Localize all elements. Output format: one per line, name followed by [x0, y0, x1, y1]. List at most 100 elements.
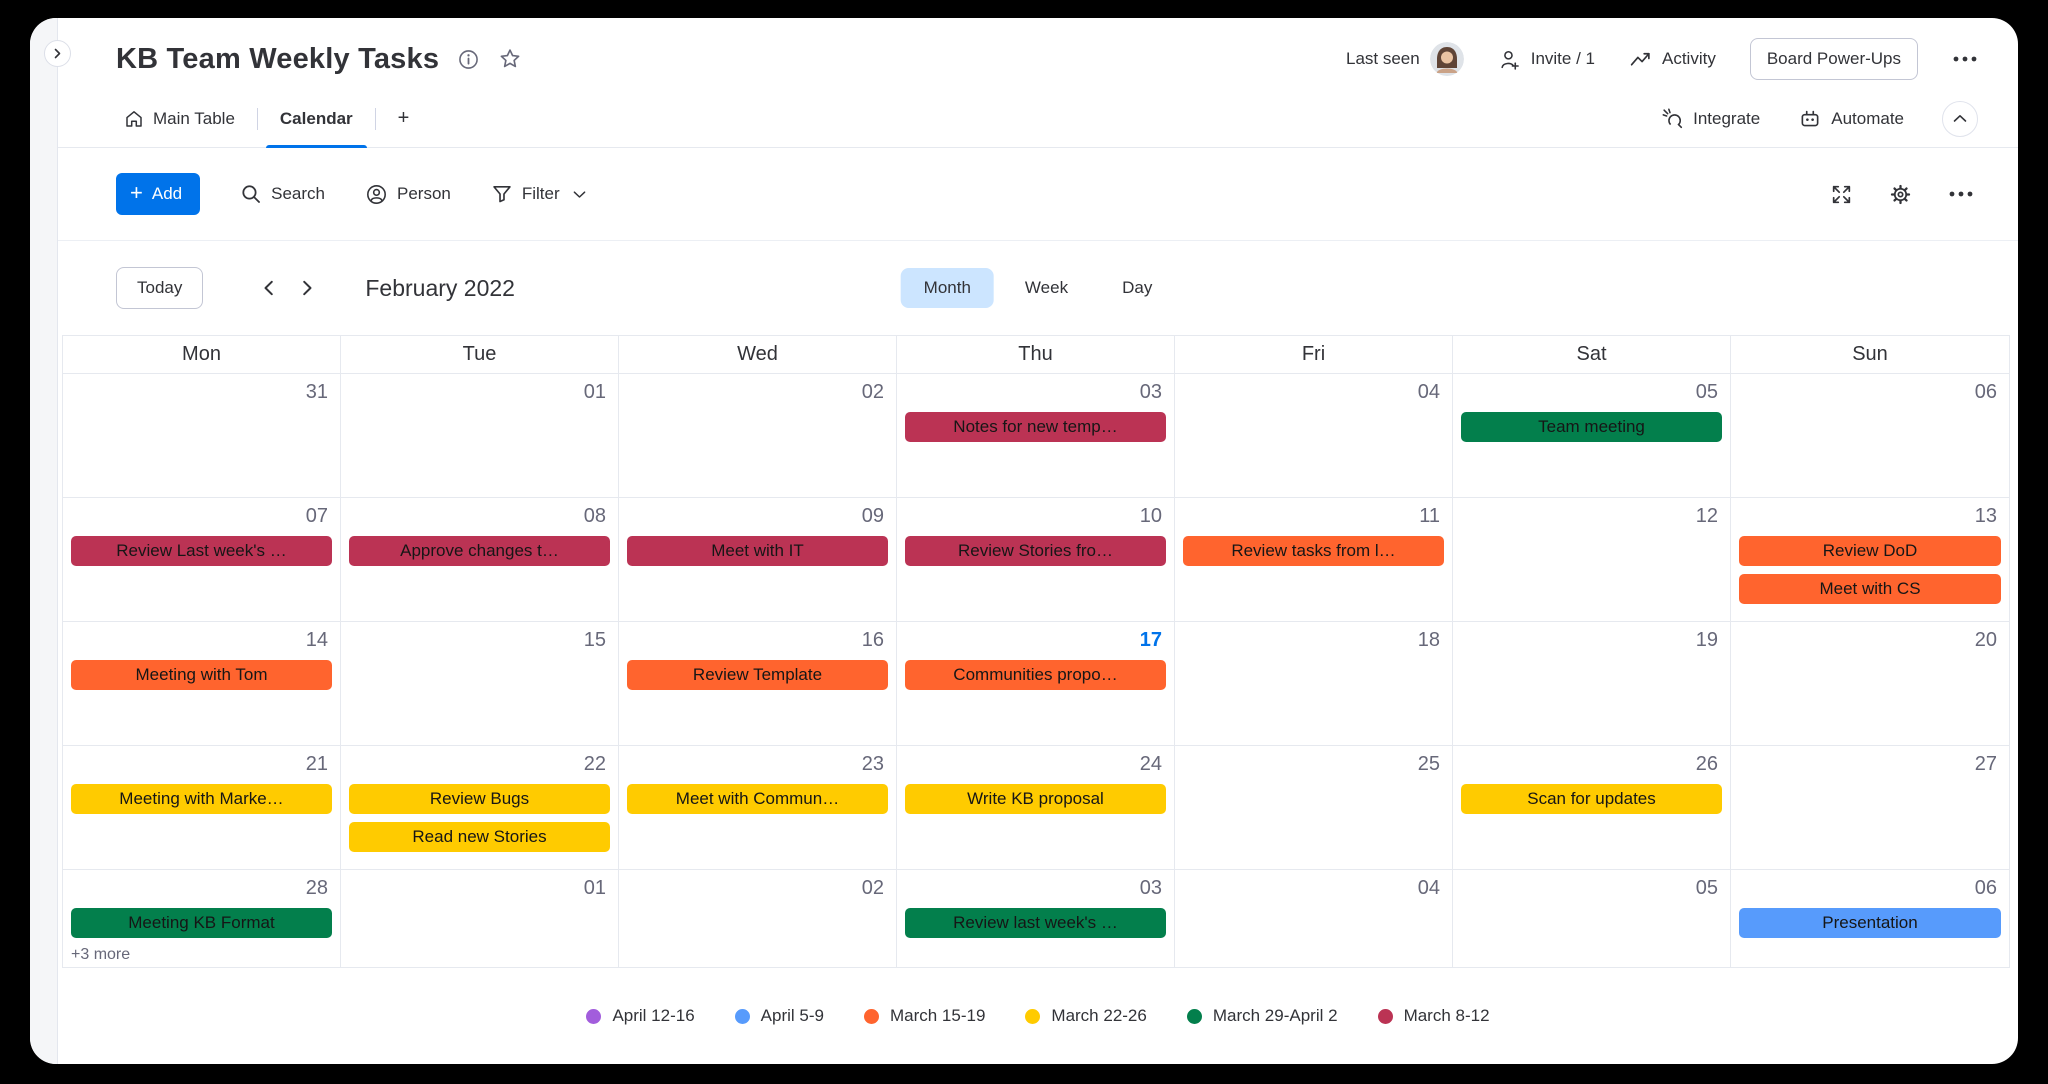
legend-color-dot	[1186, 1008, 1202, 1024]
calendar-day-cell: 02	[619, 374, 897, 497]
prev-month-button[interactable]	[263, 280, 274, 296]
calendar-event[interactable]: Review DoD	[1739, 536, 2001, 566]
legend-color-dot	[863, 1008, 879, 1024]
add-view-plus: +	[397, 107, 410, 129]
view-option-day[interactable]: Day	[1122, 278, 1153, 297]
calendar-event[interactable]: Meet with Commun…	[627, 784, 888, 814]
chevron-down-icon	[573, 190, 585, 198]
event-list: Meeting with Marke…	[71, 784, 332, 814]
calendar-event[interactable]: Notes for new temp…	[905, 412, 1166, 442]
board-power-ups-button[interactable]: Board Power-Ups	[1749, 38, 1918, 80]
event-list: Notes for new temp…	[905, 412, 1166, 442]
search-icon	[242, 185, 261, 203]
more-events-link[interactable]: +3 more	[71, 946, 131, 963]
filter-button[interactable]: Filter	[491, 183, 586, 205]
legend-item: March 29-April 2	[1186, 1006, 1338, 1026]
legend-color-dot	[734, 1008, 750, 1024]
integrate-button[interactable]: Integrate	[1661, 107, 1760, 130]
event-list: Meet with IT	[627, 536, 888, 566]
calendar-event[interactable]: Scan for updates	[1461, 784, 1722, 814]
date-label: 12	[1695, 505, 1718, 527]
event-list: Review last week's …	[905, 908, 1166, 938]
next-month-button[interactable]	[302, 280, 313, 296]
sidebar-expand-button[interactable]	[44, 40, 71, 67]
today-button[interactable]: Today	[116, 267, 204, 309]
view-option-week[interactable]: Week	[1024, 278, 1069, 297]
calendar-event[interactable]: Review last week's …	[905, 908, 1166, 938]
automate-button[interactable]: Automate	[1798, 107, 1904, 131]
calendar-event[interactable]: Approve changes t…	[349, 536, 610, 566]
calendar-day-cell: 10 Review Stories fro…	[897, 498, 1175, 621]
calendar-event[interactable]: Review Bugs	[349, 784, 610, 814]
last-seen[interactable]: Last seen	[1346, 42, 1464, 76]
calendar-event[interactable]: Write KB proposal	[905, 784, 1166, 814]
invite-button[interactable]: Invite / 1	[1498, 48, 1595, 71]
calendar-event[interactable]: Presentation	[1739, 908, 2001, 938]
calendar-event[interactable]: Review Last week's …	[71, 536, 332, 566]
calendar-event[interactable]: Read new Stories	[349, 822, 610, 852]
calendar-event[interactable]: Meet with IT	[627, 536, 888, 566]
calendar-options-button[interactable]	[1948, 190, 1974, 198]
calendar-event[interactable]: Meeting KB Format	[71, 908, 332, 938]
calendar-day-cell: 28 Meeting KB Format +3 more	[63, 870, 341, 967]
event-list: Review Stories fro…	[905, 536, 1166, 566]
calendar-day-cell: 25	[1175, 746, 1453, 869]
board-menu-button[interactable]	[1952, 55, 1978, 63]
avatar[interactable]	[1429, 42, 1464, 76]
calendar-event[interactable]: Review Template	[627, 660, 888, 690]
calendar-day-cell: 21 Meeting with Marke…	[63, 746, 341, 869]
calendar-day-cell: 23 Meet with Commun…	[619, 746, 897, 869]
calendar-event[interactable]: Team meeting	[1461, 412, 1722, 442]
legend-area: April 12-16 April 5-9 March 15-19 March 22-…	[58, 968, 2018, 1064]
calendar-event[interactable]: Meeting with Tom	[71, 660, 332, 690]
add-item-button[interactable]: + Add	[116, 173, 201, 215]
calendar-grid: Mon Tue Wed Thu Fri Sat Sun 31 01 02 03 Notes for …	[62, 335, 2010, 968]
chevron-up-icon	[1953, 114, 1967, 122]
calendar-day-cell: 27	[1731, 746, 2009, 869]
legend-label: March 15-19	[889, 1006, 986, 1025]
date-label: 13	[1974, 505, 1997, 527]
calendar-event[interactable]: Review Stories fro…	[905, 536, 1166, 566]
calendar-event[interactable]: Review tasks from l…	[1183, 536, 1444, 566]
calendar-day-cell: 06	[1731, 374, 2009, 497]
date-label: 05	[1695, 381, 1718, 403]
calendar-day-cell: 14 Meeting with Tom	[63, 622, 341, 745]
filter-label: Filter	[521, 184, 560, 203]
activity-label: Activity	[1661, 49, 1716, 68]
add-label: Add	[151, 184, 183, 203]
tab-add-view[interactable]: +	[376, 90, 432, 147]
chevron-left-icon	[264, 280, 274, 296]
date-label: 02	[861, 877, 884, 899]
day-header: Mon	[63, 336, 341, 373]
date-label: 09	[861, 505, 884, 527]
calendar-day-cell: 03 Review last week's …	[897, 870, 1175, 967]
event-list: Communities propo…	[905, 660, 1166, 690]
legend-item: March 8-12	[1377, 1006, 1490, 1026]
view-option-month[interactable]: Month	[900, 268, 994, 308]
date-label: 01	[583, 877, 606, 899]
calendar-event[interactable]: Meeting with Marke…	[71, 784, 332, 814]
fullscreen-button[interactable]	[1830, 183, 1853, 206]
tab-calendar[interactable]: Calendar	[258, 90, 375, 148]
favorite-star-icon[interactable]	[498, 47, 522, 71]
invite-label: Invite / 1	[1530, 49, 1595, 68]
settings-button[interactable]	[1889, 183, 1912, 206]
calendar-event[interactable]: Meet with CS	[1739, 574, 2001, 604]
calendar-day-cell: 20	[1731, 622, 2009, 745]
date-label: 03	[1139, 877, 1162, 899]
calendar-day-cell: 18	[1175, 622, 1453, 745]
collapse-header-button[interactable]	[1942, 100, 1978, 137]
legend-label: March 8-12	[1403, 1006, 1490, 1025]
date-label: 26	[1695, 753, 1718, 775]
search-button[interactable]: Search	[240, 183, 325, 205]
person-filter-button[interactable]: Person	[365, 183, 451, 206]
calendar-day-cell: 09 Meet with IT	[619, 498, 897, 621]
calendar-day-cell: 12	[1453, 498, 1731, 621]
date-label: 24	[1139, 753, 1162, 775]
event-list: Review tasks from l…	[1183, 536, 1444, 566]
info-icon[interactable]	[457, 48, 480, 71]
tab-main-table[interactable]: Main Table	[102, 90, 257, 147]
day-header: Fri	[1175, 336, 1453, 373]
calendar-event[interactable]: Communities propo…	[905, 660, 1166, 690]
activity-button[interactable]: Activity	[1629, 48, 1716, 71]
